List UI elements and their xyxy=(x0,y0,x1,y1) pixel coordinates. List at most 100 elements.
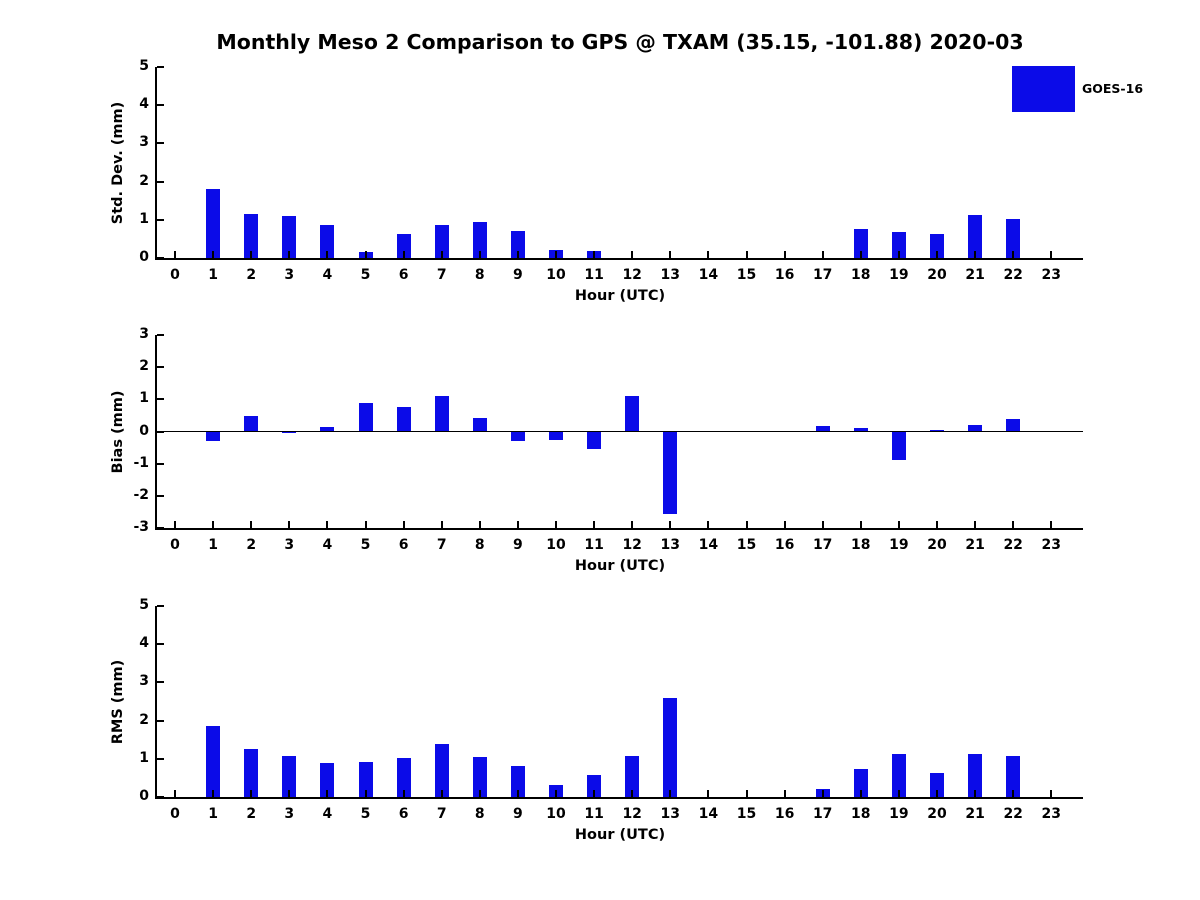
x-tick xyxy=(440,790,443,797)
bar-hour-6 xyxy=(396,233,411,258)
x-tick-label: 16 xyxy=(774,537,795,553)
x-tick xyxy=(174,790,176,797)
x-tick-label: 12 xyxy=(622,537,642,553)
x-tick-label: 20 xyxy=(927,537,947,553)
x-tick xyxy=(402,251,405,258)
x-tick xyxy=(1012,790,1015,797)
bar-hour-8 xyxy=(472,221,487,258)
x-tick xyxy=(974,521,977,528)
bar-hour-19 xyxy=(891,754,906,797)
x-axis-label: Hour (UTC) xyxy=(574,558,666,574)
bar-hour-13 xyxy=(663,431,678,514)
y-tick xyxy=(157,527,164,529)
y-tick xyxy=(157,643,164,646)
x-tick xyxy=(974,251,977,258)
x-tick-label: 11 xyxy=(584,806,604,822)
x-tick xyxy=(669,790,672,797)
x-tick-label: 8 xyxy=(474,537,485,553)
x-tick-label: 0 xyxy=(170,267,180,283)
y-tick-label: 0 xyxy=(139,788,149,804)
bar-hour-2 xyxy=(244,749,259,797)
bar-hour-21 xyxy=(968,754,983,797)
bar-hour-1 xyxy=(206,189,221,258)
x-tick-label: 3 xyxy=(284,806,295,822)
bar-hour-21 xyxy=(968,215,983,258)
x-tick xyxy=(821,251,824,258)
x-tick-label: 4 xyxy=(322,806,333,822)
x-tick xyxy=(897,521,900,528)
bar-hour-5 xyxy=(358,761,373,797)
x-tick xyxy=(745,251,748,258)
x-tick-label: 2 xyxy=(246,267,257,283)
x-tick-label: 5 xyxy=(360,806,371,822)
x-tick-label: 1 xyxy=(208,806,218,822)
bar-hour-19 xyxy=(891,431,906,460)
x-tick-label: 7 xyxy=(436,537,447,553)
x-tick xyxy=(212,521,215,528)
x-tick xyxy=(593,790,596,797)
y-tick xyxy=(157,605,164,607)
x-tick-label: 22 xyxy=(1003,537,1023,553)
y-tick-label: 3 xyxy=(139,673,149,690)
x-tick xyxy=(326,521,329,528)
x-tick xyxy=(516,790,519,797)
bar-hour-20 xyxy=(930,234,944,258)
x-tick xyxy=(631,521,634,528)
x-tick-label: 23 xyxy=(1041,806,1062,822)
bar-hour-3 xyxy=(282,431,297,433)
x-tick xyxy=(593,251,596,258)
x-tick-label: 7 xyxy=(436,806,447,822)
plot-area-rms: RMS (mm) Hour (UTC) 0 1 2 3 4 5 6 7 8 9 10 11 12 13 14… xyxy=(110,597,1083,843)
chart-title: Monthly Meso 2 Comparison to GPS @ TXAM … xyxy=(216,30,1024,54)
x-tick xyxy=(1050,790,1053,797)
x-tick-label: 3 xyxy=(284,537,295,553)
bar-hour-11 xyxy=(587,774,602,797)
x-tick xyxy=(593,521,596,528)
x-tick xyxy=(1012,521,1015,528)
bar-hour-9 xyxy=(510,766,525,797)
y-tick-label: 3 xyxy=(139,134,149,151)
x-tick-label: 13 xyxy=(660,537,681,553)
y-tick xyxy=(157,104,164,107)
x-tick xyxy=(478,521,481,528)
x-tick xyxy=(364,521,367,528)
x-tick-label: 10 xyxy=(546,806,566,822)
x-tick xyxy=(974,790,977,797)
x-tick xyxy=(516,521,519,528)
x-tick-label: 15 xyxy=(736,806,757,822)
y-tick-label: 3 xyxy=(139,326,149,342)
bar-hour-11 xyxy=(587,431,602,449)
y-tick xyxy=(157,757,164,760)
bar-hour-21 xyxy=(968,425,983,432)
x-tick-label: 15 xyxy=(736,537,757,553)
x-tick xyxy=(669,251,672,258)
x-tick xyxy=(555,790,557,797)
bar-hour-18 xyxy=(853,428,868,432)
x-tick xyxy=(1050,251,1053,258)
bar-hour-5 xyxy=(358,402,373,432)
bar-hour-18 xyxy=(853,768,868,797)
x-tick xyxy=(364,790,367,797)
bar-hour-3 xyxy=(282,755,297,797)
x-tick xyxy=(821,790,824,797)
bar-hour-17 xyxy=(815,425,830,432)
x-tick-label: 21 xyxy=(965,537,985,553)
x-tick xyxy=(516,251,519,258)
x-tick-label: 0 xyxy=(170,537,180,553)
x-tick xyxy=(936,521,938,528)
x-tick-label: 8 xyxy=(474,806,485,822)
x-tick-label: 18 xyxy=(851,537,871,553)
y-tick-label: 1 xyxy=(139,210,149,227)
x-tick-label: 16 xyxy=(774,806,795,822)
x-tick xyxy=(174,251,176,258)
y-tick-label: -2 xyxy=(133,486,149,503)
y-tick-label: 2 xyxy=(139,358,149,375)
x-tick xyxy=(631,790,634,797)
x-tick xyxy=(364,251,367,258)
x-tick-label: 9 xyxy=(513,267,523,283)
bar-hour-13 xyxy=(663,697,678,797)
bar-hour-10 xyxy=(549,431,563,440)
x-tick-label: 22 xyxy=(1003,806,1023,822)
x-tick xyxy=(821,521,824,528)
